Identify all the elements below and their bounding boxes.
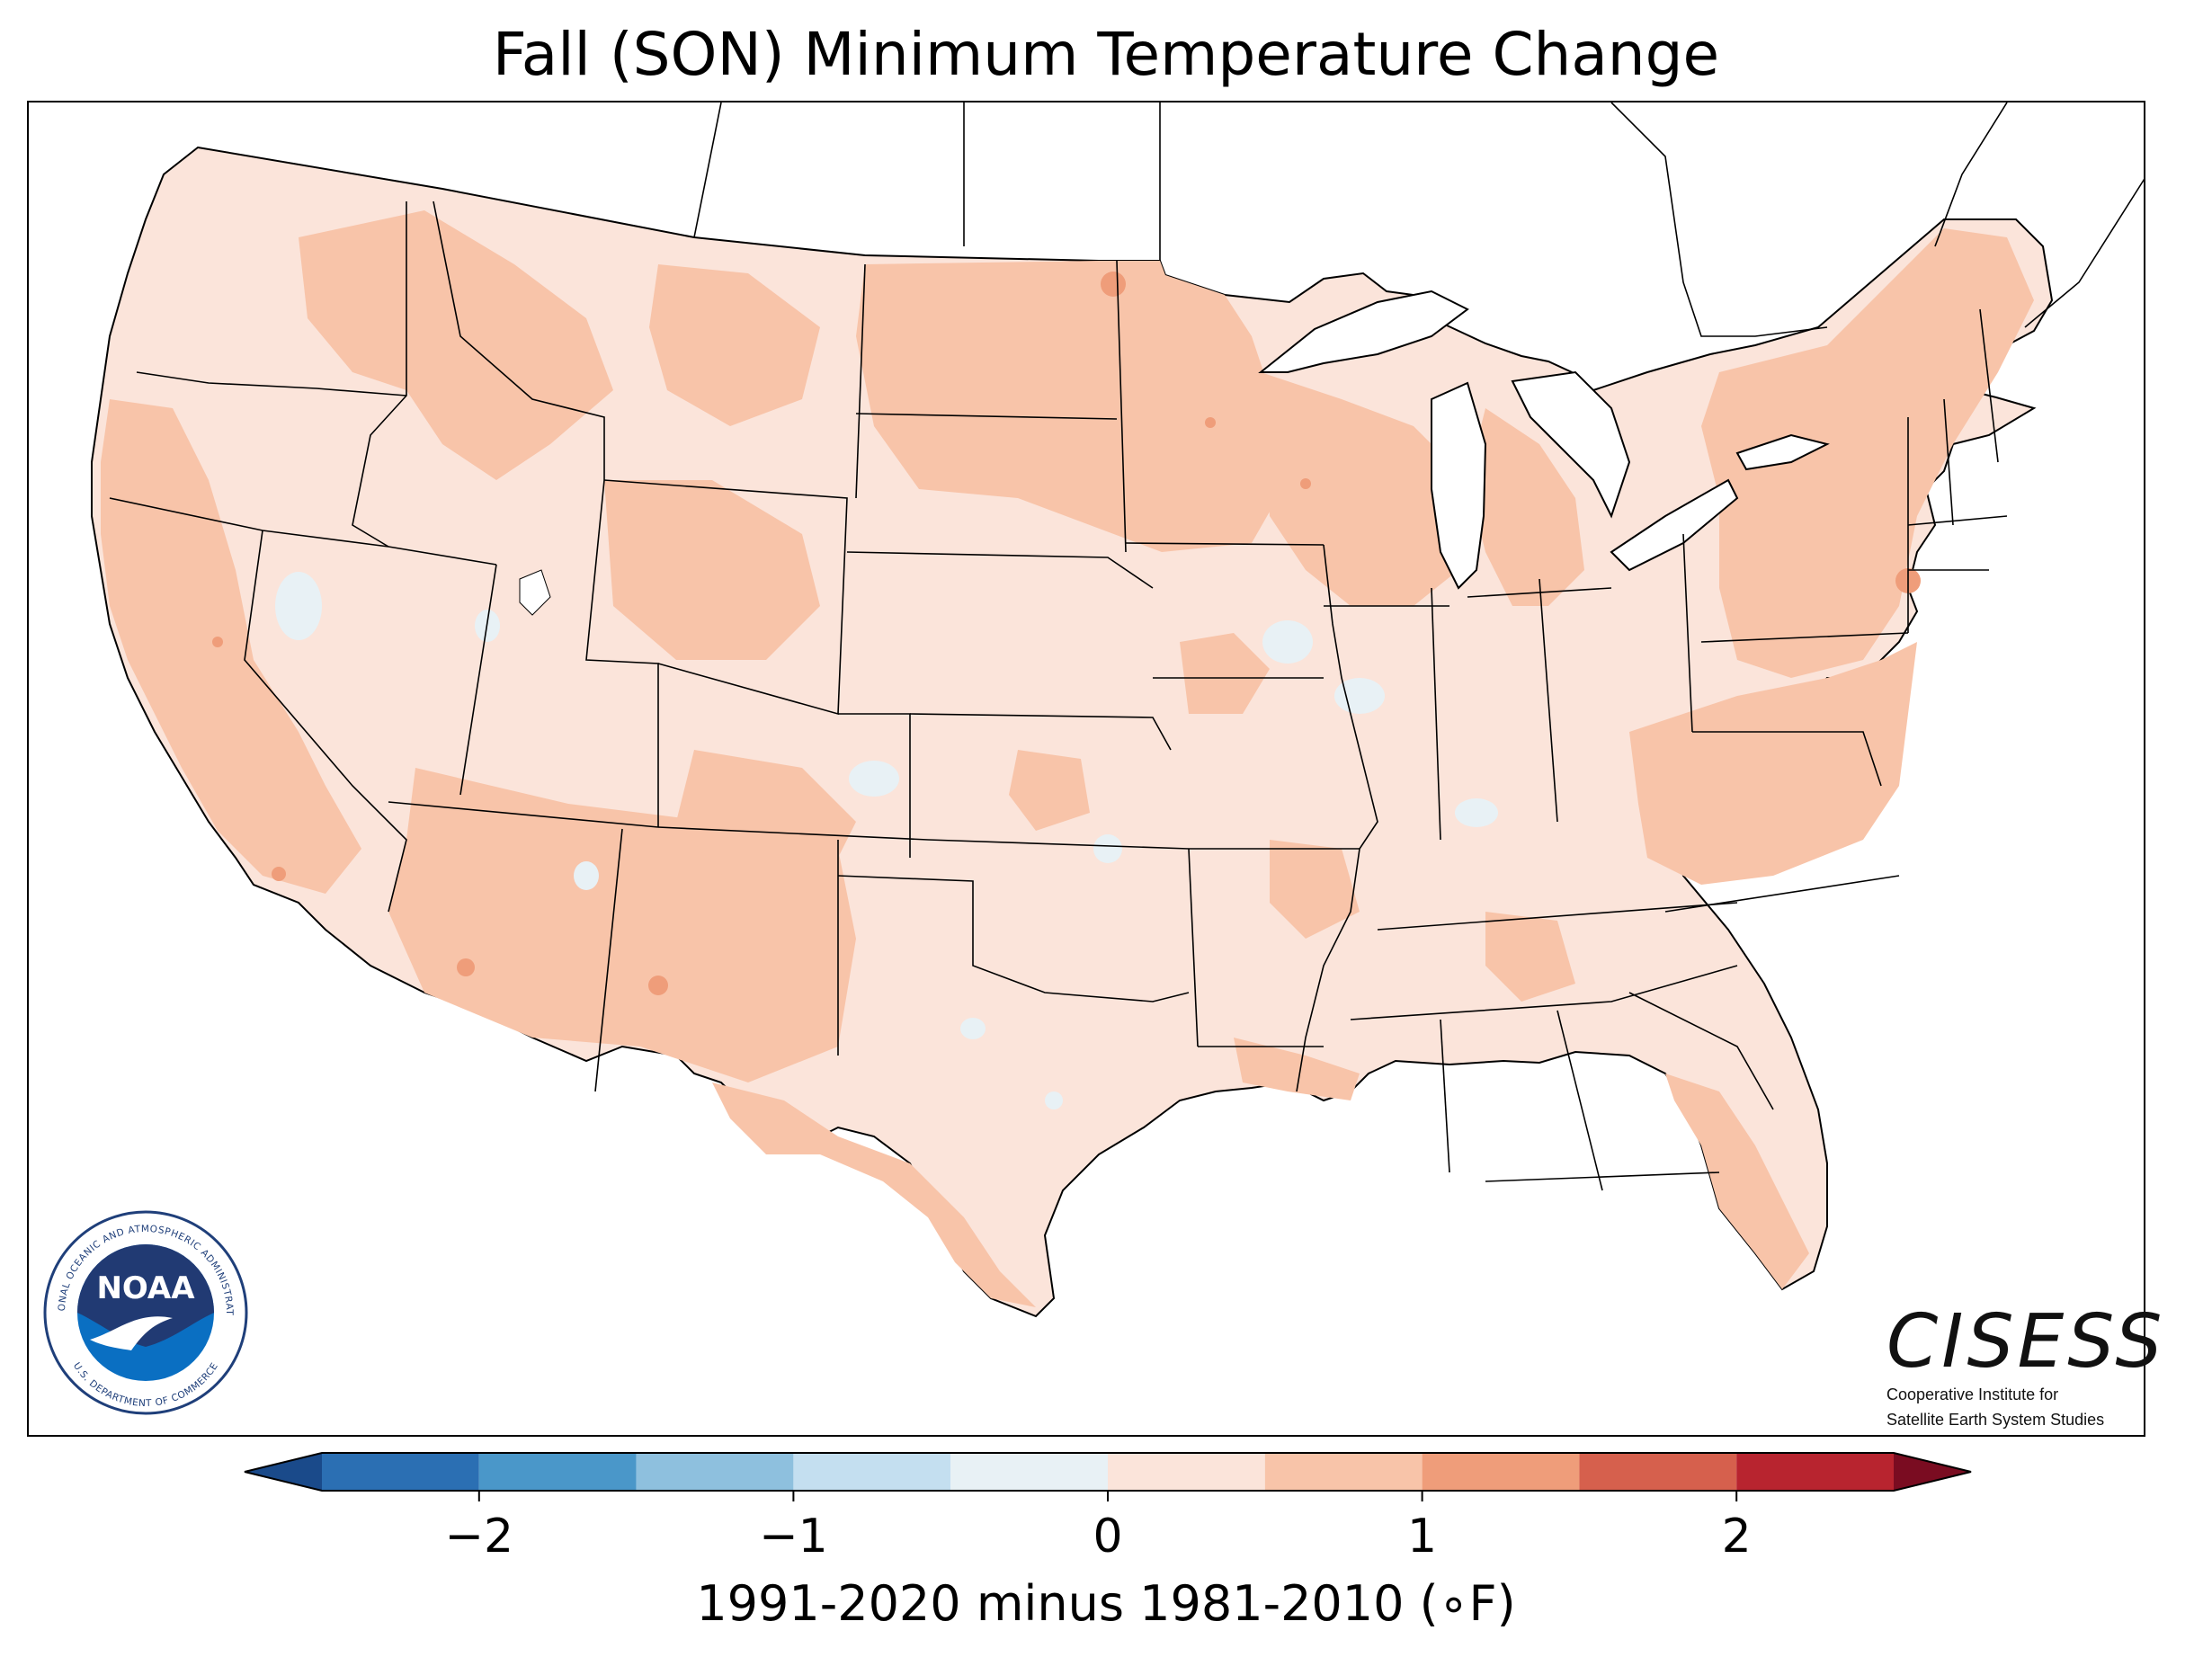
colorbar-ticks: −2 −1 0 1 2 <box>444 1491 1751 1564</box>
colorbar-bin <box>1579 1453 1736 1491</box>
colorbar: −2 −1 0 1 2 <box>0 1439 2212 1573</box>
colorbar-extend-min <box>245 1453 322 1491</box>
colorbar-bin <box>1265 1453 1423 1491</box>
colorbar-tick-label: 1 <box>1407 1510 1437 1564</box>
colorbar-label: 1991-2020 minus 1981-2010 (∘F) <box>0 1575 2212 1632</box>
noaa-logo: NOAA NATIONAL OCEANIC AND ATMOSPHERIC AD… <box>38 1205 254 1421</box>
page-title: Fall (SON) Minimum Temperature Change <box>0 20 2212 89</box>
cisess-line-2: Satellite Earth System Studies <box>1886 1410 2156 1430</box>
us-temperature-map <box>29 102 2145 1437</box>
cisess-line-1: Cooperative Institute for <box>1886 1385 2156 1404</box>
noaa-wordmark: NOAA <box>96 1270 195 1306</box>
colorbar-tick-label: −1 <box>759 1510 828 1564</box>
colorbar-extend-max <box>1894 1453 1971 1491</box>
colorbar-bin <box>950 1453 1108 1491</box>
colorbar-tick-label: 0 <box>1093 1510 1122 1564</box>
colorbar-bin <box>637 1453 794 1491</box>
colorbar-bin <box>479 1453 637 1491</box>
colorbar-tick-label: −2 <box>444 1510 513 1564</box>
map-panel <box>27 101 2145 1437</box>
colorbar-tick-label: 2 <box>1722 1510 1752 1564</box>
colorbar-bin <box>1736 1453 1894 1491</box>
cisess-wordmark: CISESS <box>1886 1305 2156 1379</box>
colorbar-bin <box>1108 1453 1265 1491</box>
colorbar-bin <box>322 1453 479 1491</box>
colorbar-bin <box>1423 1453 1580 1491</box>
colorbar-bin <box>793 1453 950 1491</box>
colorbar-bins <box>245 1453 1971 1491</box>
cisess-logo: CISESS Cooperative Institute for Satelli… <box>1886 1305 2156 1430</box>
